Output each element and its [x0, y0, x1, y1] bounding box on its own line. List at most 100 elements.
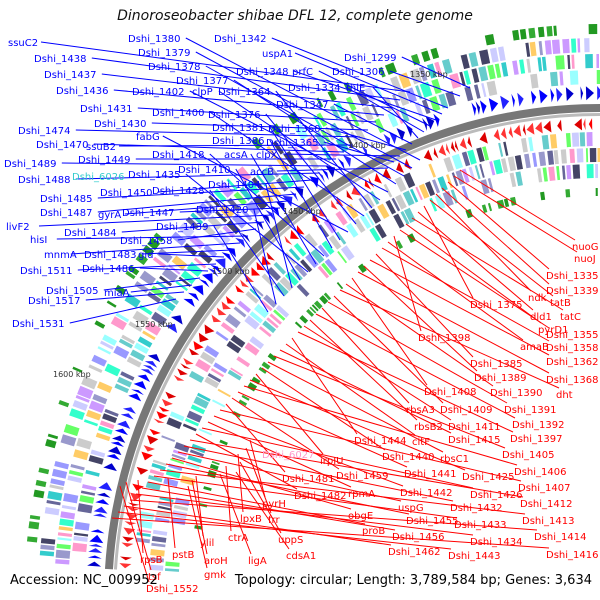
reverse-gene-label[interactable]: nuoJ [574, 254, 596, 265]
reverse-gene-label[interactable]: Dshi_1397 [510, 434, 562, 445]
forward-gene-label[interactable]: ssuB2 [86, 142, 116, 153]
reverse-gene-label[interactable]: cdsA1 [286, 551, 316, 562]
highlight-gene-label[interactable]: Dshi_6027 [262, 450, 314, 461]
reverse-gene-label[interactable]: Dshi_1398 [418, 333, 470, 344]
reverse-gene-label[interactable]: Dshi_1425 [462, 472, 514, 483]
forward-gene-label[interactable]: Dshi_1364 [218, 87, 270, 98]
forward-gene-label[interactable]: Dshi_1299 [344, 53, 396, 64]
reverse-gene-label[interactable]: Dshi_1433 [454, 520, 506, 531]
forward-gene-label[interactable]: uspA1 [262, 49, 293, 60]
reverse-gene-label[interactable]: irpIU [320, 456, 344, 467]
reverse-gene-label[interactable]: Dshi_1415 [448, 435, 500, 446]
forward-gene-label[interactable]: miaA [104, 288, 130, 299]
forward-gene-label[interactable]: Dshi_1447 [122, 208, 174, 219]
reverse-gene-label[interactable]: Dshi_1355 [546, 330, 598, 341]
forward-gene-label[interactable]: Dshi_1531 [12, 319, 64, 330]
reverse-gene-label[interactable]: proB [362, 526, 385, 537]
forward-gene-label[interactable]: Dshi_1474 [18, 126, 70, 137]
reverse-gene-label[interactable]: aroH [204, 556, 228, 567]
reverse-gene-label[interactable]: Dshi_1411 [448, 422, 500, 433]
forward-gene-label[interactable]: Dshi_1505 [46, 286, 98, 297]
reverse-gene-label[interactable]: rpmA [348, 489, 375, 500]
reverse-gene-label[interactable]: Dshi_1375 [470, 300, 522, 311]
forward-gene-label[interactable]: Dshi_1365 [266, 138, 318, 149]
forward-gene-label[interactable]: Dshi_1348 [236, 67, 288, 78]
reverse-gene-label[interactable]: Dshi_1390 [490, 388, 542, 399]
forward-gene-label[interactable]: Dshi_1377 [176, 76, 228, 87]
forward-gene-label[interactable]: mnmA [44, 250, 77, 261]
forward-gene-label[interactable]: Dshi_1483 [84, 250, 136, 261]
reverse-gene-label[interactable]: rpsB [140, 555, 163, 566]
reverse-gene-label[interactable]: Dshi_1432 [450, 503, 502, 514]
reverse-gene-label[interactable]: Dshi_1552 [146, 584, 198, 595]
forward-gene-label[interactable]: Dshi_1430 [94, 119, 146, 130]
forward-gene-label[interactable]: fabG [136, 132, 160, 143]
forward-gene-label[interactable]: Dshi_1488 [18, 175, 70, 186]
forward-gene-label[interactable]: acsA [224, 150, 248, 161]
reverse-gene-label[interactable]: Dshi_1481 [282, 474, 334, 485]
reverse-gene-label[interactable]: Dshi_1459 [336, 471, 388, 482]
reverse-gene-label[interactable]: Dshi_1482 [294, 491, 346, 502]
reverse-gene-label[interactable]: tatC [560, 312, 581, 323]
reverse-gene-label[interactable]: ligA [248, 556, 267, 567]
forward-gene-label[interactable]: rhlE [346, 83, 365, 94]
reverse-gene-label[interactable]: Dshi_1392 [512, 420, 564, 431]
forward-gene-label[interactable]: Dshi_1435 [128, 170, 180, 181]
reverse-gene-label[interactable]: gmk [204, 570, 226, 581]
reverse-gene-label[interactable]: nuoG [572, 242, 599, 253]
forward-gene-label[interactable]: Dshi_1347 [276, 100, 328, 111]
forward-gene-label[interactable]: Dshi_1418 [152, 150, 204, 161]
reverse-gene-label[interactable]: pstB [172, 550, 194, 561]
reverse-gene-label[interactable]: Dshi_1413 [522, 516, 574, 527]
forward-gene-label[interactable]: hisI [30, 235, 47, 246]
reverse-gene-label[interactable]: pyrH [262, 499, 286, 510]
forward-gene-label[interactable]: Dshi_1376 [208, 110, 260, 121]
reverse-gene-label[interactable]: Dshi_1443 [448, 551, 500, 562]
reverse-gene-label[interactable]: Dshi_1405 [502, 450, 554, 461]
forward-gene-label[interactable]: livF2 [6, 222, 30, 233]
reverse-gene-label[interactable]: Dshi_1385 [470, 359, 522, 370]
forward-gene-label[interactable]: Dshi_1360 [268, 124, 320, 135]
reverse-gene-label[interactable]: Dshi_1335 [546, 271, 598, 282]
forward-gene-label[interactable]: Dshi_1420 [196, 205, 248, 216]
reverse-gene-label[interactable]: Dshi_1409 [440, 405, 492, 416]
reverse-gene-label[interactable]: Dshi_1407 [518, 483, 570, 494]
forward-gene-label[interactable]: Dshi_1386 [212, 136, 264, 147]
reverse-gene-label[interactable]: Dshi_1368 [546, 375, 598, 386]
forward-gene-label[interactable]: Dshi_1380 [128, 34, 180, 45]
forward-gene-label[interactable]: accB [250, 167, 274, 178]
forward-gene-label[interactable]: prfC [292, 67, 313, 78]
reverse-gene-label[interactable]: lpxB [240, 514, 262, 525]
reverse-gene-label[interactable]: Dshi_1339 [546, 286, 598, 297]
reverse-gene-label[interactable]: Dshi_1416 [546, 550, 598, 561]
forward-gene-label[interactable]: Dshi_1486 [82, 264, 134, 275]
reverse-gene-label[interactable]: Dshi_1389 [474, 373, 526, 384]
reverse-gene-label[interactable]: Dshi_1358 [546, 343, 598, 354]
reverse-gene-label[interactable]: Dshi_1408 [424, 387, 476, 398]
reverse-gene-label[interactable]: pyrD1 [538, 325, 568, 336]
reverse-gene-label[interactable]: ndk [528, 293, 547, 304]
reverse-gene-label[interactable]: ctrA [228, 533, 249, 544]
reverse-gene-label[interactable]: citF [412, 437, 430, 448]
reverse-gene-label[interactable]: tsf [148, 572, 161, 583]
forward-gene-label[interactable]: clpX [256, 150, 278, 161]
reverse-gene-label[interactable]: Dshi_1414 [534, 532, 586, 543]
reverse-gene-label[interactable]: rbsA3 [406, 405, 435, 416]
forward-gene-label[interactable]: Dshi_1511 [20, 266, 72, 277]
forward-gene-label[interactable]: Dshi_1306 [332, 67, 384, 78]
reverse-gene-label[interactable]: Dshi_1440 [382, 452, 434, 463]
forward-gene-label[interactable]: Dshi_1449 [78, 155, 130, 166]
forward-gene-label[interactable]: Dshi_1410 [178, 165, 230, 176]
reverse-gene-label[interactable]: Dshi_1462 [388, 547, 440, 558]
forward-gene-label[interactable]: Dshi_1431 [80, 104, 132, 115]
forward-gene-label[interactable]: Dshi_1334 [288, 83, 340, 94]
forward-gene-label[interactable]: Dshi_1487 [40, 208, 92, 219]
forward-gene-label[interactable]: Dshi_1437 [44, 70, 96, 81]
forward-gene-label[interactable]: Dshi_1428 [152, 186, 204, 197]
reverse-gene-label[interactable]: Dshi_1442 [400, 488, 452, 499]
reverse-gene-label[interactable]: rbsB2 [414, 422, 443, 433]
reverse-gene-label[interactable]: uppS [278, 535, 303, 546]
forward-gene-label[interactable]: Dshi_1342 [214, 34, 266, 45]
forward-gene-label[interactable]: Dshi_1402 [132, 87, 184, 98]
reverse-gene-label[interactable]: Dshi_1412 [520, 499, 572, 510]
